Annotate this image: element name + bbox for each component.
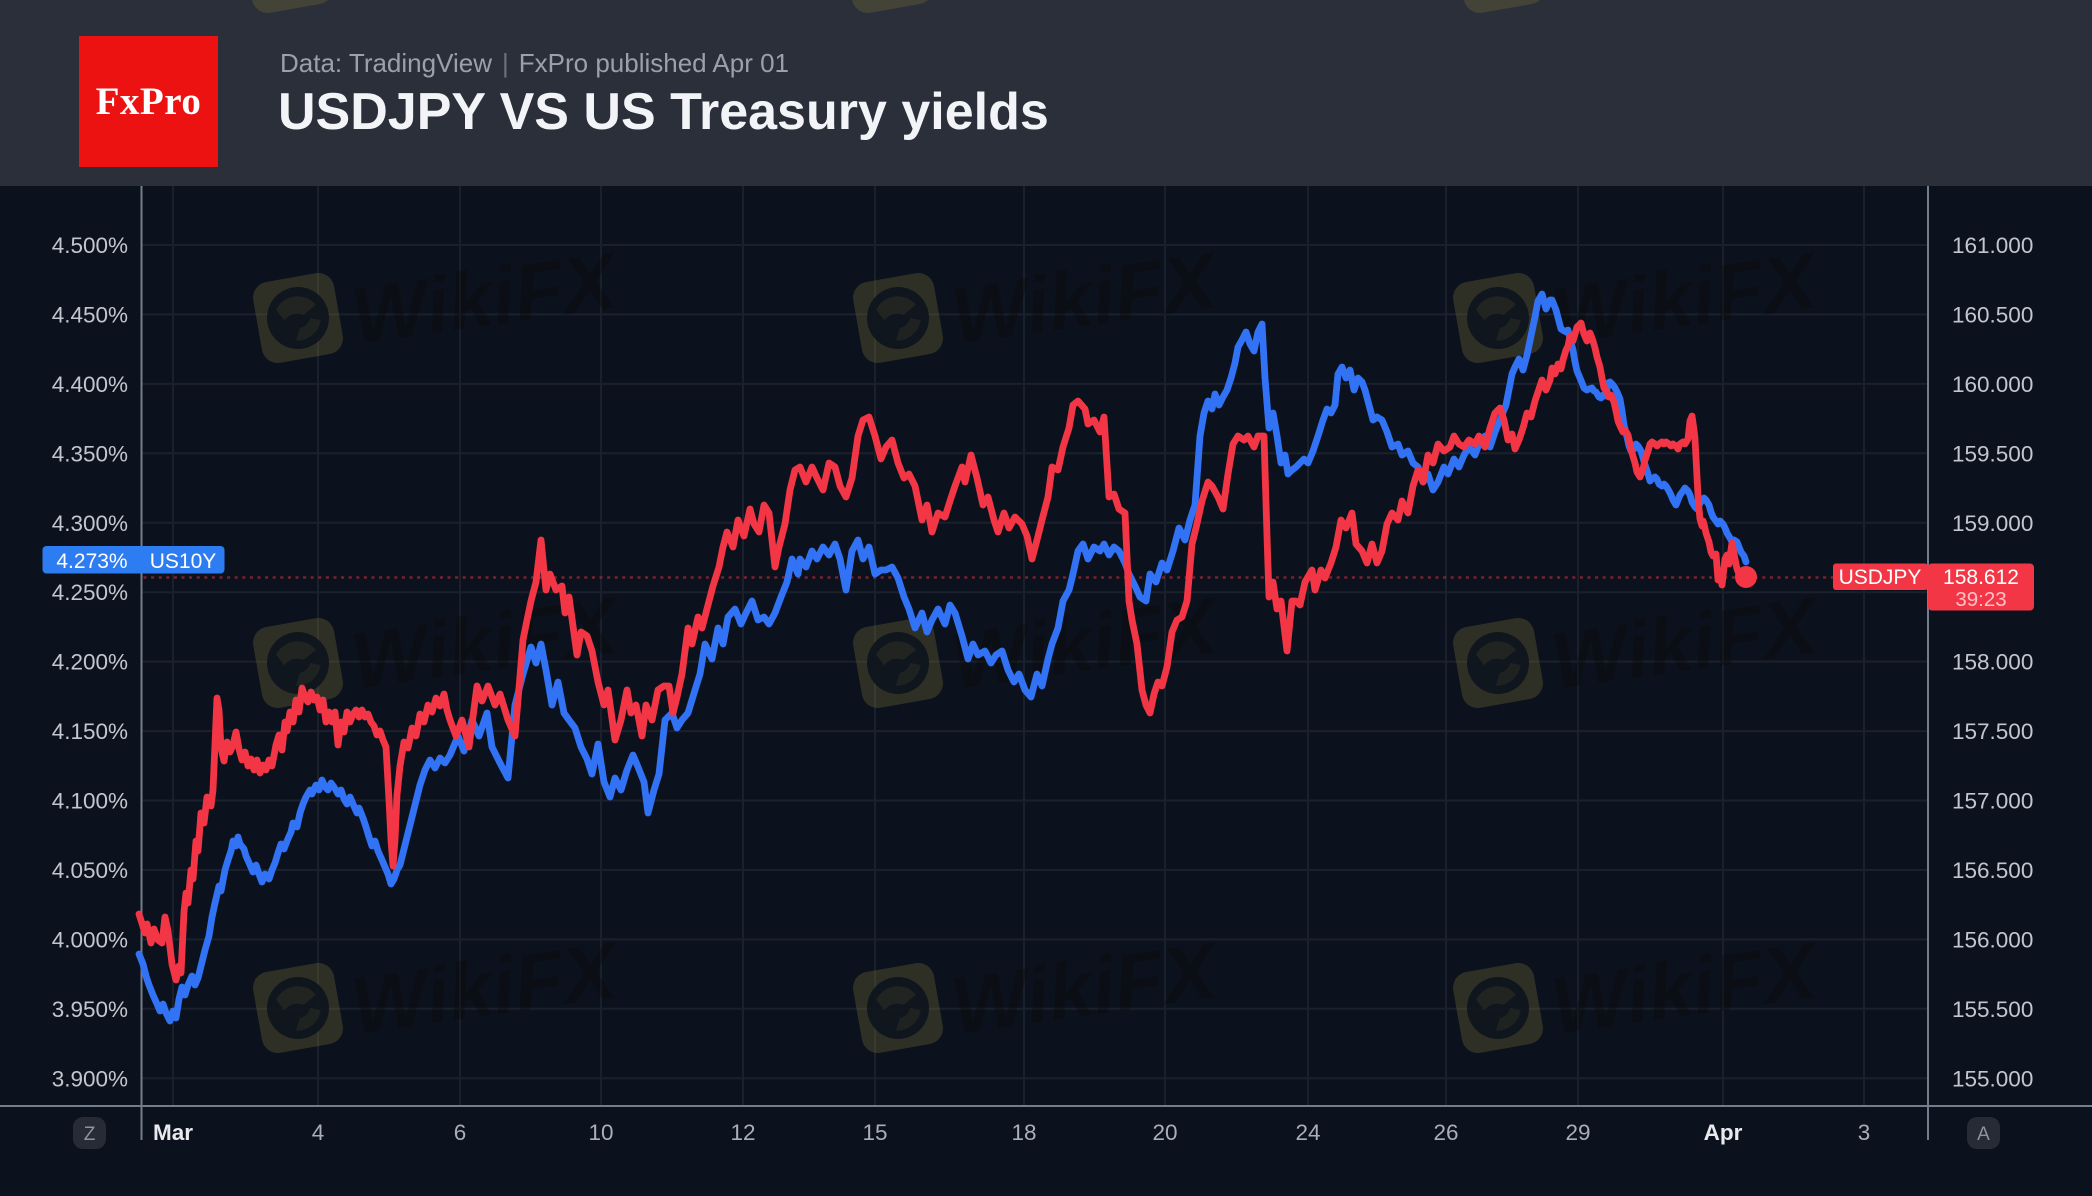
- svg-text:160.500: 160.500: [1952, 302, 2033, 327]
- svg-text:4.250%: 4.250%: [52, 580, 128, 605]
- svg-text:29: 29: [1565, 1120, 1590, 1145]
- svg-text:US10Y: US10Y: [150, 550, 217, 573]
- svg-text:18: 18: [1011, 1120, 1036, 1145]
- svg-text:Apr: Apr: [1704, 1120, 1743, 1145]
- svg-text:4.050%: 4.050%: [52, 858, 128, 883]
- svg-text:WikiFX: WikiFX: [346, 925, 626, 1051]
- svg-text:24: 24: [1295, 1120, 1320, 1145]
- svg-text:39:23: 39:23: [1955, 588, 2006, 611]
- svg-text:4.100%: 4.100%: [52, 789, 128, 814]
- svg-text:3.900%: 3.900%: [52, 1066, 128, 1091]
- svg-text:4.273%: 4.273%: [56, 550, 127, 573]
- svg-text:156.000: 156.000: [1952, 927, 2033, 952]
- svg-text:20: 20: [1152, 1120, 1177, 1145]
- svg-text:4.200%: 4.200%: [52, 650, 128, 675]
- svg-text:3: 3: [1858, 1120, 1871, 1145]
- svg-text:161.000: 161.000: [1952, 233, 2033, 258]
- svg-text:4.500%: 4.500%: [52, 233, 128, 258]
- svg-text:10: 10: [588, 1120, 613, 1145]
- svg-text:A: A: [1977, 1124, 1990, 1145]
- svg-text:4.400%: 4.400%: [52, 372, 128, 397]
- svg-text:WikiFX: WikiFX: [946, 235, 1226, 361]
- svg-text:155.000: 155.000: [1952, 1066, 2033, 1091]
- svg-text:159.000: 159.000: [1952, 511, 2033, 536]
- svg-text:Z: Z: [84, 1124, 96, 1145]
- svg-text:158.612: 158.612: [1943, 566, 2019, 589]
- svg-text:4.450%: 4.450%: [52, 302, 128, 327]
- svg-text:WikiFX: WikiFX: [346, 235, 626, 361]
- svg-text:157.000: 157.000: [1952, 789, 2033, 814]
- svg-text:12: 12: [730, 1120, 755, 1145]
- svg-text:4.350%: 4.350%: [52, 441, 128, 466]
- svg-text:159.500: 159.500: [1952, 441, 2033, 466]
- svg-text:155.500: 155.500: [1952, 997, 2033, 1022]
- svg-text:USDJPY: USDJPY: [1839, 566, 1922, 589]
- svg-text:4.150%: 4.150%: [52, 719, 128, 744]
- svg-text:WikiFX: WikiFX: [1546, 580, 1826, 706]
- svg-text:4.000%: 4.000%: [52, 927, 128, 952]
- svg-text:4: 4: [312, 1120, 325, 1145]
- svg-text:Mar: Mar: [153, 1120, 193, 1145]
- svg-text:15: 15: [862, 1120, 887, 1145]
- svg-text:3.950%: 3.950%: [52, 997, 128, 1022]
- svg-text:160.000: 160.000: [1952, 372, 2033, 397]
- svg-text:157.500: 157.500: [1952, 719, 2033, 744]
- svg-text:WikiFX: WikiFX: [946, 925, 1226, 1051]
- svg-text:WikiFX: WikiFX: [1546, 925, 1826, 1051]
- svg-text:156.500: 156.500: [1952, 858, 2033, 883]
- svg-text:158.000: 158.000: [1952, 650, 2033, 675]
- svg-text:6: 6: [454, 1120, 467, 1145]
- svg-text:26: 26: [1433, 1120, 1458, 1145]
- svg-text:4.300%: 4.300%: [52, 511, 128, 536]
